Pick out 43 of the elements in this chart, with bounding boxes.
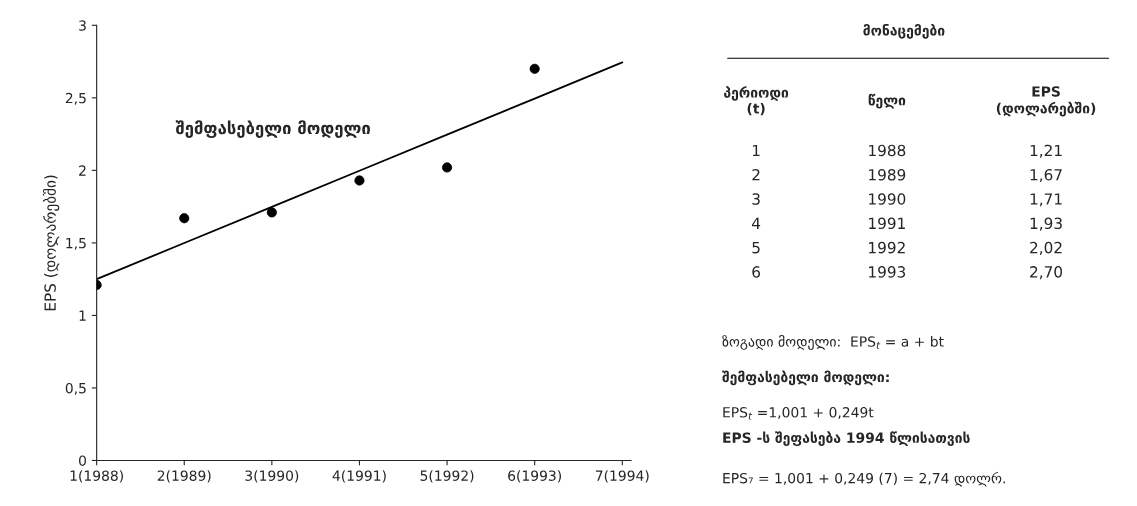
text: 1990 [869,193,906,205]
text: 3 [752,193,760,205]
text: EPS₇ = 1,001 + 0,249 (7) = 2,74 დოლრ. [723,471,1005,487]
y-tick-label: 1,5 [66,238,86,250]
y-tick-label: 3 [79,20,86,31]
x-tick-label: 7(1994) [595,470,649,483]
y-tick-label: 0 [79,455,86,466]
text: 1991 [869,217,905,230]
x-tick-label: 6(1993) [508,470,561,483]
text: 5 [752,242,760,254]
text: EPS -ს შეფასება 1994 წლისათვის [723,431,970,446]
text: 2,70 [1030,266,1063,280]
text: 4 [751,217,761,229]
text: 1,93 [1030,217,1062,231]
x-tick-label: 3(1990) [245,470,299,483]
text: წელი [868,93,906,109]
text: 1993 [869,266,906,278]
text: EPS (დოლარებში) [996,86,1096,117]
x-tick-label: 4(1991) [332,470,386,483]
y-tick-label: 0,5 [65,382,86,395]
text: 1989 [869,168,906,181]
text: 1992 [869,241,905,254]
text: 1988 [869,144,906,157]
text: EPS$_{t}$ =1,001 + 0,249t [723,407,874,420]
x-tick-label: 5(1992) [420,470,474,483]
text: პერიოდი (t) [724,86,789,116]
y-tick-label: 2,5 [65,92,86,105]
text: 1,71 [1030,193,1062,207]
text: 1 [752,144,760,157]
text: 6 [752,266,760,278]
y-axis-title: EPS (დოლარებში) [42,175,60,311]
x-tick-label: 1(1988) [70,470,123,483]
y-tick-label: 2 [79,165,86,176]
text: მონაცემები [863,23,945,39]
x-tick-label: 2(1989) [157,470,211,483]
text: ზოგადი მოდელი: EPS$_{t}$ = a + bt [722,334,944,350]
y-tick-label: 1 [79,310,86,321]
text: 1,21 [1030,144,1062,158]
text: 2 [752,168,760,181]
text: 1,67 [1030,168,1062,183]
text: შემფასებელი მოდელი: [722,370,889,386]
text: 2,02 [1030,241,1062,255]
series-label: შემფასებელი მოდელი [175,120,370,138]
